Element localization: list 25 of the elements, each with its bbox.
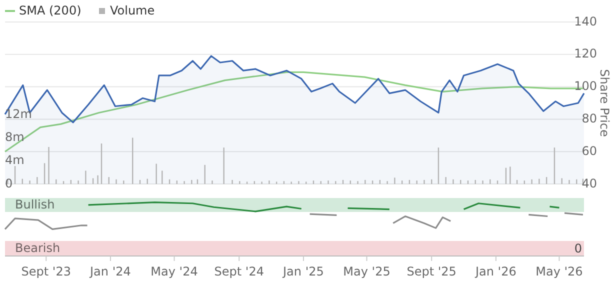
x-tick-label: Jan '25: [282, 264, 324, 278]
y-tick-label: 80: [582, 111, 597, 126]
y-axis-title: Share Price: [598, 69, 611, 137]
x-tick-label: Jan '26: [474, 264, 516, 278]
y2-tick-label: 8m: [5, 130, 24, 144]
y-tick-label: 120: [574, 46, 597, 61]
legend-label: SMA (200): [19, 3, 82, 18]
band-label: Bearish: [15, 240, 60, 255]
legend-label: Volume: [110, 3, 155, 18]
y2-tick-label: 4m: [5, 153, 24, 168]
y-tick-label: 140: [574, 14, 597, 28]
y-tick-label: 60: [582, 144, 597, 158]
annotation: 0: [574, 241, 582, 256]
y2-tick-label: 0: [5, 176, 13, 190]
x-tick-label: May '24: [150, 264, 198, 278]
x-tick-label: Jan '24: [89, 264, 131, 278]
y-tick-label: 40: [582, 176, 597, 190]
y2-tick-label: 12m: [5, 106, 32, 121]
x-tick-label: May '26: [536, 264, 583, 278]
x-tick-label: May '25: [343, 264, 390, 278]
y-tick-label: 100: [574, 79, 597, 94]
band-label: Bullish: [15, 197, 55, 212]
x-tick-label: Sept '25: [406, 264, 456, 278]
x-tick-label: Sept '24: [214, 264, 264, 278]
x-tick-label: Sept '23: [21, 264, 71, 278]
